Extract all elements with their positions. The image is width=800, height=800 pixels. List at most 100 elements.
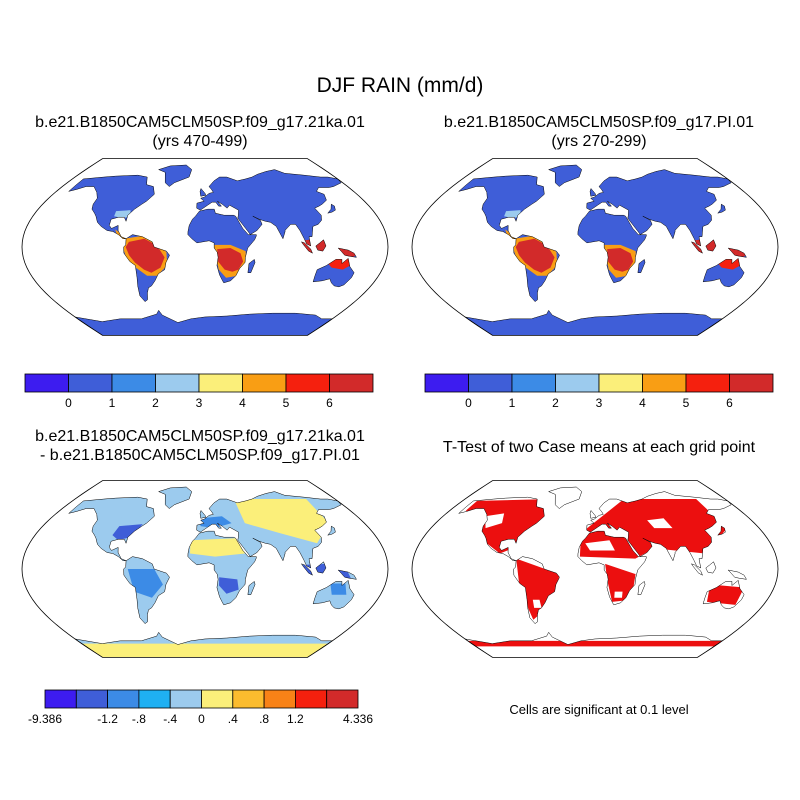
colorbar-swatch xyxy=(598,373,643,393)
colorbar-swatch xyxy=(729,373,774,393)
colorbar-tick-label: 2 xyxy=(552,396,559,410)
colorbar-swatch xyxy=(294,689,328,709)
colorbar-swatch xyxy=(107,689,140,709)
colorbar-tick-label: 0 xyxy=(198,712,205,726)
land-fill-madagascar xyxy=(637,259,646,273)
coastline-australia xyxy=(312,579,355,610)
colorbar-tick-label: -.8 xyxy=(132,712,146,726)
panel-title-case2: b.e21.B1850CAM5CLM50SP.f09_g17.PI.01 (yr… xyxy=(404,113,794,151)
rain-region-safrica xyxy=(217,248,244,272)
coastline-borneo xyxy=(705,239,717,252)
map-border xyxy=(411,480,779,658)
rain-region-centralAm xyxy=(115,229,127,239)
land-fill-eurasia xyxy=(586,169,732,246)
significant-region xyxy=(465,499,552,554)
map-globe xyxy=(412,480,778,658)
coastline-greenland xyxy=(157,164,193,187)
coastline-samerica xyxy=(123,234,170,302)
land-fill-eurasia xyxy=(196,169,342,246)
colorbar-tick-label: 4.336 xyxy=(343,712,373,726)
significant-region xyxy=(467,640,723,647)
diff-region-europeNeg xyxy=(200,516,232,529)
land-fill-greenland xyxy=(158,487,192,509)
colorbar-tick-label: -9.386 xyxy=(28,712,62,726)
significant-region xyxy=(706,584,745,605)
colorbar-tick-label: 1.2 xyxy=(287,712,304,726)
coastline-namerica xyxy=(458,496,545,561)
coastline-africa xyxy=(577,208,647,284)
colorbar-difference: -9.386 -1.2 -.8 -.4 0 .4 .8 1.2 4.336 xyxy=(28,689,373,726)
coastline-madagascar xyxy=(637,580,646,595)
colorbar-tick-label: 0 xyxy=(465,396,472,410)
coastline-gbritain xyxy=(199,509,207,519)
coastline-africa xyxy=(187,208,257,284)
colorbar-tick-label: 3 xyxy=(196,396,203,410)
panel-title-line: (yrs 470-499) xyxy=(152,133,248,150)
coastline-japan xyxy=(717,525,726,536)
colorbar-tick-label: 4 xyxy=(239,396,246,410)
colorbar-tick-label: 6 xyxy=(326,396,333,410)
map-border xyxy=(411,158,779,336)
coastline-greenland xyxy=(547,164,583,187)
diff-region-amazonMid xyxy=(127,569,163,598)
coastline-newguinea xyxy=(337,569,357,580)
coastline-madagascar xyxy=(247,580,256,595)
colorbar-swatch xyxy=(242,373,287,393)
diff-region-antarcPos xyxy=(81,643,329,658)
coastline-sumatra xyxy=(690,563,704,576)
land-fill-greenland xyxy=(158,165,192,187)
diff-region-saharaPos xyxy=(189,538,246,557)
coastline-antarctica xyxy=(74,631,334,658)
colorbar-swatch xyxy=(424,373,469,393)
colorbar-tick-label: 4 xyxy=(639,396,646,410)
coastline-antarctica xyxy=(464,309,724,336)
colorbar-swatch xyxy=(111,373,156,393)
colorbar-swatch xyxy=(285,373,330,393)
coastline-australia xyxy=(702,257,745,288)
colorbar-swatch xyxy=(329,373,374,393)
coastline-gbritain xyxy=(199,187,207,197)
coastline-namerica xyxy=(68,496,155,561)
diff-region-maritimeNeg xyxy=(302,563,352,580)
coastline-borneo xyxy=(315,561,327,574)
rain-region-maritime xyxy=(301,238,357,262)
diff-region-eurasiaPos xyxy=(233,499,329,544)
diff-region-northLand xyxy=(74,494,164,519)
coastline-antarctica xyxy=(464,631,724,658)
figure-title: DJF RAIN (mm/d) xyxy=(316,74,484,97)
colorbar-swatch xyxy=(263,689,296,709)
coastline-newguinea xyxy=(727,247,747,258)
colorbar-swatch xyxy=(155,373,200,393)
coastline-samerica xyxy=(513,556,560,624)
rain-region-maritime xyxy=(691,238,747,262)
panel-title-difference: b.e21.B1850CAM5CLM50SP.f09_g17.21ka.01 -… xyxy=(5,427,395,465)
coastline-antarctica xyxy=(74,309,334,336)
coastline-sumatra xyxy=(300,563,314,576)
coastline-japan xyxy=(327,203,336,214)
colorbar-tick-label: 5 xyxy=(683,396,690,410)
coastline-africa xyxy=(577,530,647,606)
colorbar-swatch xyxy=(326,689,359,709)
coastline-eurasia xyxy=(586,169,732,247)
colorbar-tick-label: -.4 xyxy=(163,712,177,726)
panel-title-line: - b.e21.B1850CAM5CLM50SP.f09_g17.PI.01 xyxy=(40,447,360,464)
coastline-japan xyxy=(717,203,726,214)
colorbar-swatch xyxy=(511,373,556,393)
rain-region-eastusWarm xyxy=(504,210,521,219)
colorbar-swatch xyxy=(642,373,687,393)
coastline-newguinea xyxy=(727,569,747,580)
colorbar-swatch xyxy=(24,373,69,393)
panel-title-ttest: T-Test of two Case means at each grid po… xyxy=(404,438,794,457)
land-fill-gbritain xyxy=(200,510,206,519)
panel-title-line: b.e21.B1850CAM5CLM50SP.f09_g17.21ka.01 xyxy=(35,114,365,131)
significant-region xyxy=(605,563,636,602)
diff-region-safNeg xyxy=(218,577,239,594)
coastline-eurasia xyxy=(196,491,342,569)
coastline-japan xyxy=(327,525,336,536)
coastline-sumatra xyxy=(690,241,704,254)
land-fill-gbritain xyxy=(590,188,596,197)
colorbar-swatch xyxy=(468,373,513,393)
significant-region xyxy=(516,558,560,620)
land-fill-madagascar xyxy=(247,259,256,273)
coastline-gbritain xyxy=(589,509,597,519)
